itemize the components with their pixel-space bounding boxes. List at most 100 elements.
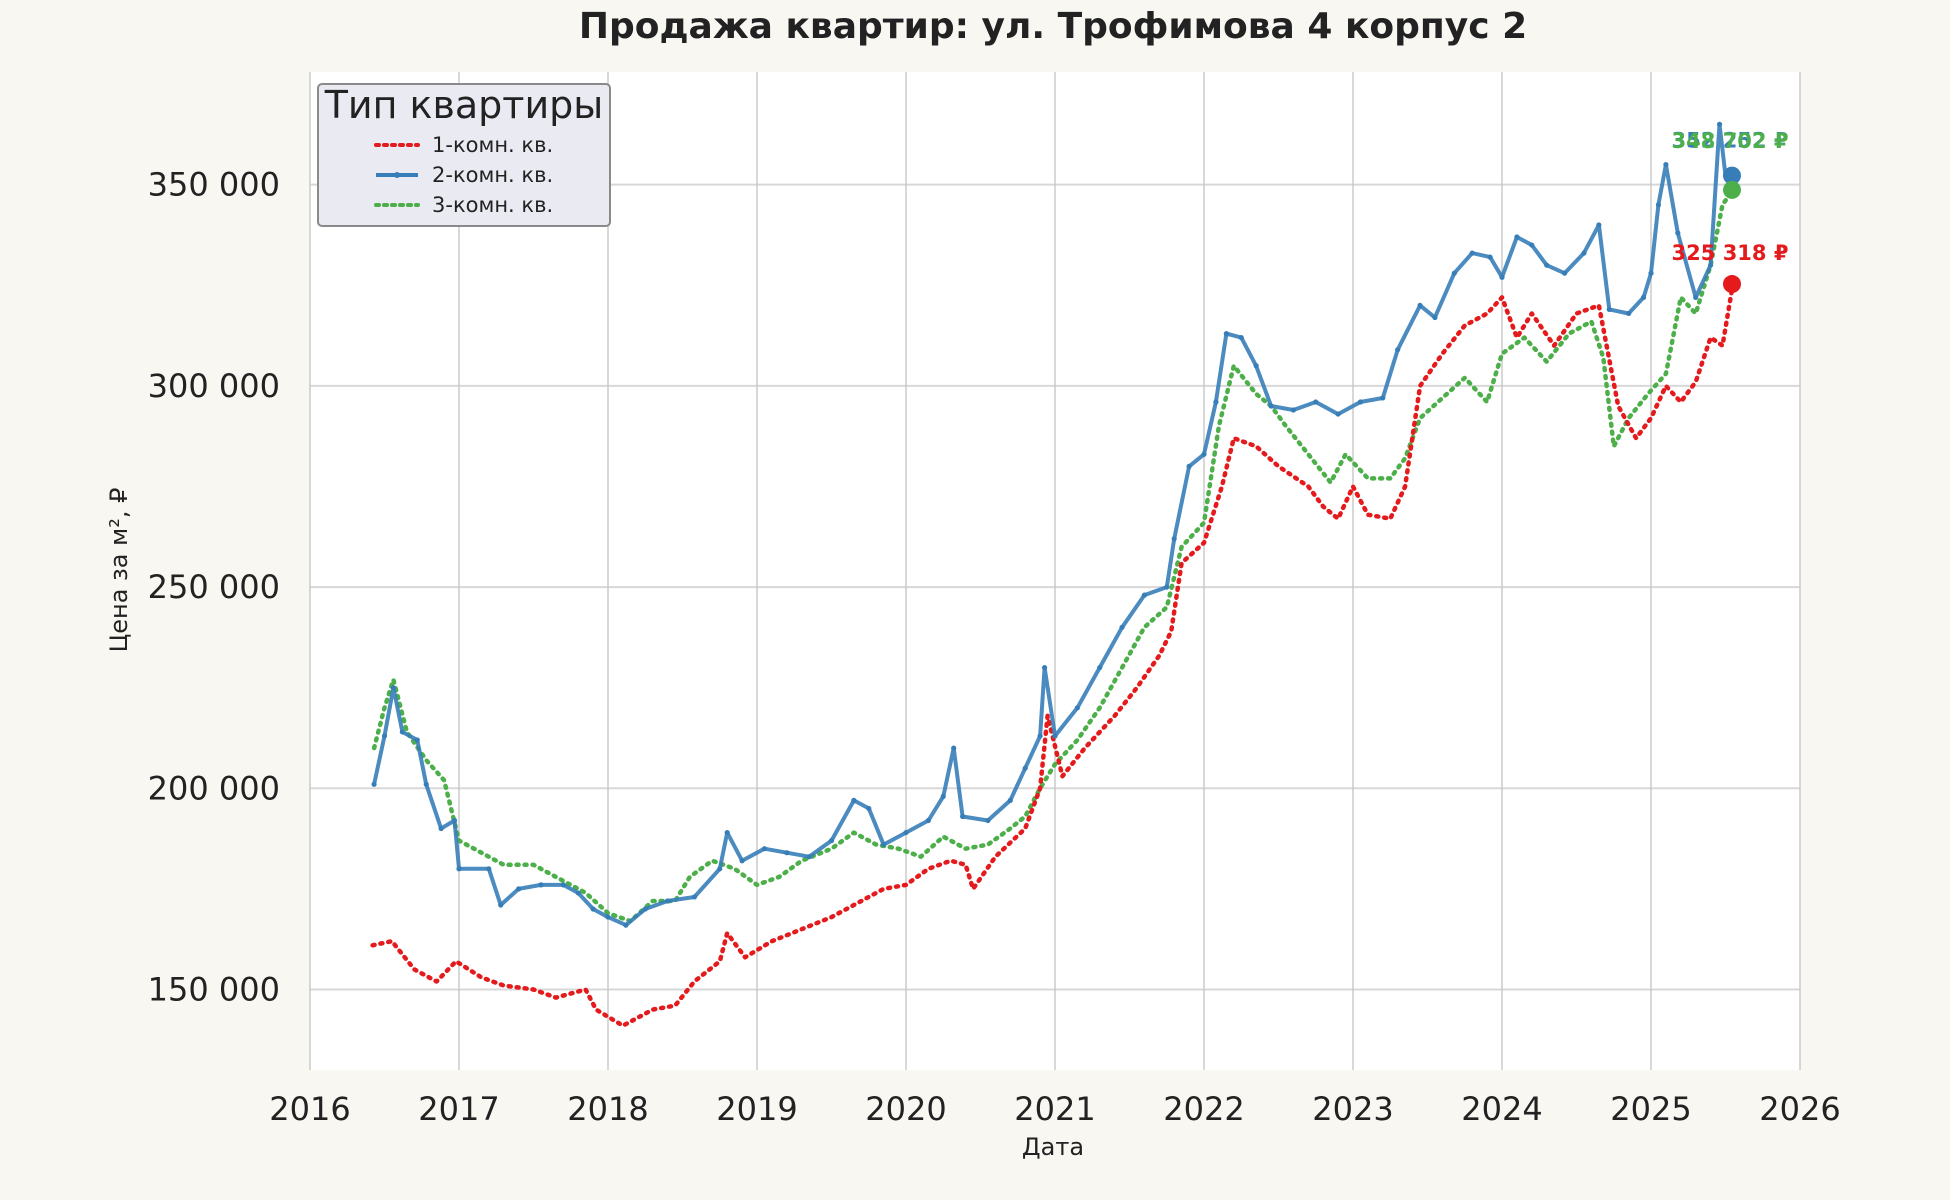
series-point-2 (381, 733, 388, 739)
y-tick-label: 250 000 (148, 568, 280, 606)
chart-title: Продажа квартир: ул. Трофимова 4 корпус … (579, 6, 1527, 47)
series-point-2 (623, 922, 629, 928)
legend-title: Тип квартиры (324, 83, 604, 127)
series-point-2 (456, 866, 462, 872)
series-point-2 (1335, 411, 1341, 417)
y-tick-label: 350 000 (148, 166, 280, 204)
series-point-2 (1313, 399, 1319, 405)
series-point-2 (1268, 403, 1274, 409)
series-point-2 (985, 817, 991, 824)
series-point-2 (1514, 234, 1520, 240)
series-point-2 (390, 685, 397, 691)
series-point-2 (691, 894, 698, 900)
end-label-1: 325 318 ₽ (1672, 241, 1789, 265)
series-point-2 (1037, 733, 1043, 739)
legend-item-2: 2-комн. кв. (376, 163, 553, 187)
series-point-2 (1164, 584, 1170, 590)
series-point-2 (851, 797, 857, 803)
series-point-2 (1451, 270, 1457, 276)
y-axis-label: Цена за м², ₽ (105, 488, 133, 653)
y-tick-label: 150 000 (148, 971, 280, 1009)
series-point-2 (1290, 407, 1296, 413)
series-point-2 (784, 850, 790, 856)
series-point-2 (1253, 363, 1259, 369)
end-label-3: 348 702 ₽ (1672, 129, 1789, 153)
series-point-2 (1074, 705, 1080, 711)
series-point-2 (940, 793, 946, 799)
x-tick-label: 2019 (716, 1090, 797, 1128)
series-point-2 (1357, 399, 1364, 405)
series-point-2 (399, 729, 405, 735)
series-point-2 (717, 866, 723, 872)
series-point-2 (1640, 294, 1647, 300)
tick-labels: 2016 2017 2018 2019 2020 2021 2022 2023 2024 2025… (148, 166, 1841, 1128)
legend: Тип квартиры 1-комн. кв. 2-комн. кв. 3-к… (317, 83, 611, 227)
end-marker-3 (1723, 180, 1741, 199)
series-point-2 (371, 781, 377, 787)
series-point-2 (451, 817, 458, 824)
series-point-2 (642, 906, 648, 912)
series-point-2 (414, 737, 420, 743)
series-point-2 (1119, 624, 1125, 630)
series-point-2 (1171, 536, 1177, 542)
series-point-2 (1663, 161, 1669, 168)
x-tick-label: 2018 (567, 1090, 648, 1128)
legend-item-1: 1-комн. кв. (374, 133, 553, 157)
x-tick-label: 2022 (1163, 1090, 1244, 1128)
series-point-2 (590, 906, 596, 912)
legend-marker-2 (394, 172, 400, 178)
series-point-2 (1675, 230, 1681, 236)
x-tick-label: 2023 (1312, 1090, 1393, 1128)
series-point-2 (1213, 399, 1219, 405)
series-point-2 (739, 858, 745, 864)
series-point-2 (1648, 270, 1654, 276)
series-point-2 (1223, 330, 1229, 337)
series-point-2 (1097, 664, 1103, 671)
legend-label-2: 2-комн. кв. (432, 163, 553, 187)
series-point-2 (1561, 270, 1568, 276)
x-tick-label: 2016 (269, 1090, 350, 1128)
legend-label-1: 1-комн. кв. (432, 133, 553, 157)
legend-item-3: 3-комн. кв. (374, 193, 553, 217)
endpoint-layer: 325 318 ₽ 352 252 ₽348 702 ₽ (1672, 129, 1789, 294)
series-point-2 (438, 825, 444, 832)
x-tick-label: 2024 (1461, 1090, 1542, 1128)
legend-box (317, 83, 611, 227)
series-point-2 (1022, 765, 1028, 771)
series-point-2 (1380, 395, 1386, 401)
series-point-2 (1596, 222, 1602, 228)
x-axis-label: Дата (1022, 1133, 1084, 1161)
x-tick-label: 2017 (418, 1090, 499, 1128)
series-point-2 (1708, 262, 1714, 268)
series-point-2 (1052, 733, 1058, 739)
series-point-2 (486, 866, 492, 872)
x-tick-label: 2025 (1610, 1090, 1691, 1128)
y-tick-label: 200 000 (148, 769, 280, 807)
series-point-2 (1499, 274, 1505, 280)
x-tick-label: 2026 (1759, 1090, 1840, 1128)
series-point-2 (665, 898, 671, 904)
series-point-2 (1201, 451, 1207, 457)
end-marker-1 (1723, 275, 1741, 294)
series-line-3 (371, 187, 1736, 924)
series-point-2 (498, 902, 504, 908)
series-layer (370, 121, 1736, 1028)
x-tick-label: 2021 (1014, 1090, 1095, 1128)
series-point-2 (881, 842, 887, 848)
series-point-2 (724, 829, 730, 836)
y-tick-label: 300 000 (148, 367, 280, 405)
series-point-2 (1041, 664, 1048, 671)
series-point-2 (1007, 797, 1013, 803)
series-point-2 (866, 805, 872, 812)
series-line-2 (372, 122, 1728, 928)
series-point-2 (516, 886, 522, 892)
series-point-2 (1186, 463, 1192, 469)
series-point-2 (1417, 302, 1423, 309)
series-point-2 (605, 914, 611, 920)
series-point-2 (1141, 592, 1147, 598)
series-point-2 (828, 838, 835, 844)
series-point-2 (560, 882, 566, 888)
legend-label-3: 3-комн. кв. (432, 193, 553, 217)
